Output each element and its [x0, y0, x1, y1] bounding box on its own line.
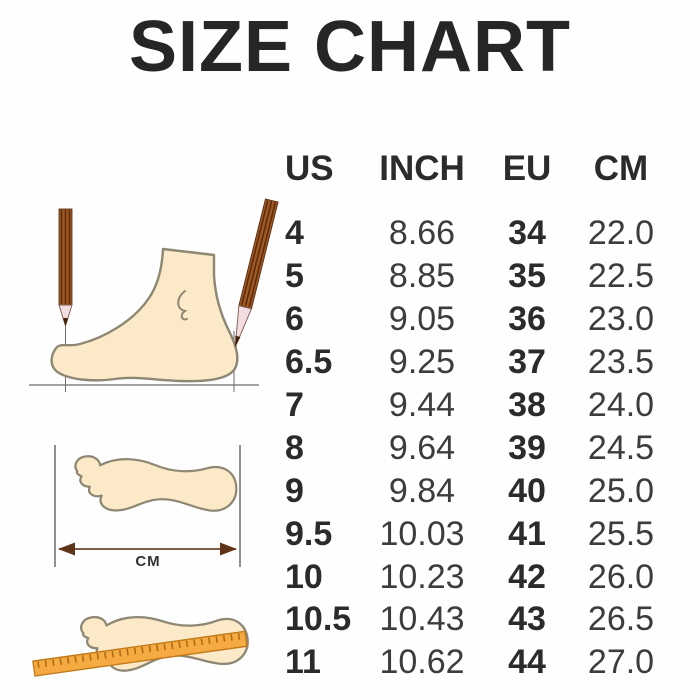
table-row: 10 10.23 42 26.0 [283, 555, 673, 598]
table-cell: 10 [285, 557, 323, 596]
table-cell: 26.5 [587, 600, 655, 639]
table-row: 7 9.44 38 24.0 [283, 384, 673, 427]
foot-side-measure-illustration [15, 195, 279, 400]
table-row: 6.5 9.25 37 23.5 [283, 341, 673, 384]
cm-measure-label: CM [135, 553, 160, 570]
table-cell: 4 [285, 214, 304, 253]
footprint-length-illustration: CM [15, 435, 275, 580]
table-cell: 24.0 [587, 386, 655, 424]
table-cell: 6.5 [285, 343, 333, 382]
table-cell: 9 [285, 471, 304, 510]
table-row: 9.5 10.03 41 25.5 [283, 512, 673, 555]
table-cell: 41 [508, 514, 546, 553]
table-cell: 27.0 [587, 643, 655, 682]
foot-icon [50, 247, 239, 383]
table-row: 9 9.84 40 25.0 [283, 469, 673, 512]
header-inch: INCH [379, 148, 465, 188]
table-cell: 8.85 [388, 257, 456, 296]
table-cell: 43 [508, 600, 546, 639]
table-cell: 8 [285, 428, 304, 467]
table-row: 4 8.66 34 22.0 [283, 212, 673, 255]
table-row: 10.5 10.43 43 26.5 [283, 598, 673, 641]
table-cell: 25.0 [587, 471, 655, 510]
table-row: 11 10.62 44 27.0 [283, 641, 673, 684]
arrow-left-icon [58, 542, 75, 556]
table-cell: 10.5 [285, 600, 352, 639]
table-cell: 10.62 [379, 643, 465, 682]
page-title: SIZE CHART [129, 7, 571, 87]
table-cell: 37 [508, 343, 546, 382]
table-cell: 9.44 [388, 386, 456, 424]
table-cell: 23.0 [587, 300, 655, 339]
table-cell: 9.25 [388, 343, 456, 382]
table-cell: 23.5 [587, 343, 655, 382]
table-cell: 22.5 [587, 257, 655, 296]
ruler-icon [32, 630, 248, 677]
table-cell: 34 [508, 214, 546, 253]
header-eu: EU [502, 148, 552, 188]
table-cell: 25.5 [587, 514, 655, 553]
table-cell: 10.43 [379, 600, 465, 639]
table-cell: 8.66 [388, 214, 456, 253]
size-table-body: 4 8.66 34 22.0 5 8.85 35 22.5 6 9.05 36 23.0 6.5 9.25… [283, 212, 673, 684]
table-cell: 42 [508, 557, 546, 596]
size-chart-table: US INCH EU CM 4 8.66 34 22.0 5 8.85 35 22.5 6 9.05 36… [283, 144, 673, 684]
table-cell: 40 [508, 471, 546, 510]
length-arrow: CM [54, 445, 241, 570]
table-cell: 36 [508, 300, 546, 339]
table-row: 5 8.85 35 22.5 [283, 255, 673, 298]
table-cell: 9.64 [388, 428, 456, 467]
table-cell: 9.84 [388, 471, 456, 510]
header-cm: CM [593, 148, 649, 188]
ankle-mark [177, 290, 188, 321]
pencil-right-icon [234, 198, 279, 348]
table-cell: 11 [285, 643, 321, 682]
pencil-left-icon [58, 208, 73, 328]
table-cell: 35 [508, 257, 546, 296]
footprint-ruler-illustration [15, 586, 275, 698]
table-cell: 26.0 [587, 557, 655, 596]
table-row: 6 9.05 36 23.0 [283, 298, 673, 341]
header-us: US [285, 148, 334, 188]
footprint-icon [74, 455, 238, 512]
arrow-right-icon [220, 542, 237, 556]
table-cell: 5 [285, 257, 304, 296]
table-cell: 10.23 [379, 557, 465, 596]
table-cell: 9.5 [285, 514, 333, 553]
table-cell: 24.5 [587, 428, 655, 467]
table-row: 8 9.64 39 24.5 [283, 426, 673, 469]
size-table-header: US INCH EU CM [283, 144, 673, 192]
table-cell: 44 [508, 643, 546, 682]
table-cell: 38 [508, 386, 546, 424]
ruler-ticks [37, 633, 241, 668]
table-cell: 39 [508, 428, 546, 467]
table-cell: 7 [285, 386, 304, 424]
table-cell: 10.03 [379, 514, 465, 553]
table-cell: 22.0 [587, 214, 655, 253]
table-cell: 9.05 [388, 300, 456, 339]
table-cell: 6 [285, 300, 304, 339]
